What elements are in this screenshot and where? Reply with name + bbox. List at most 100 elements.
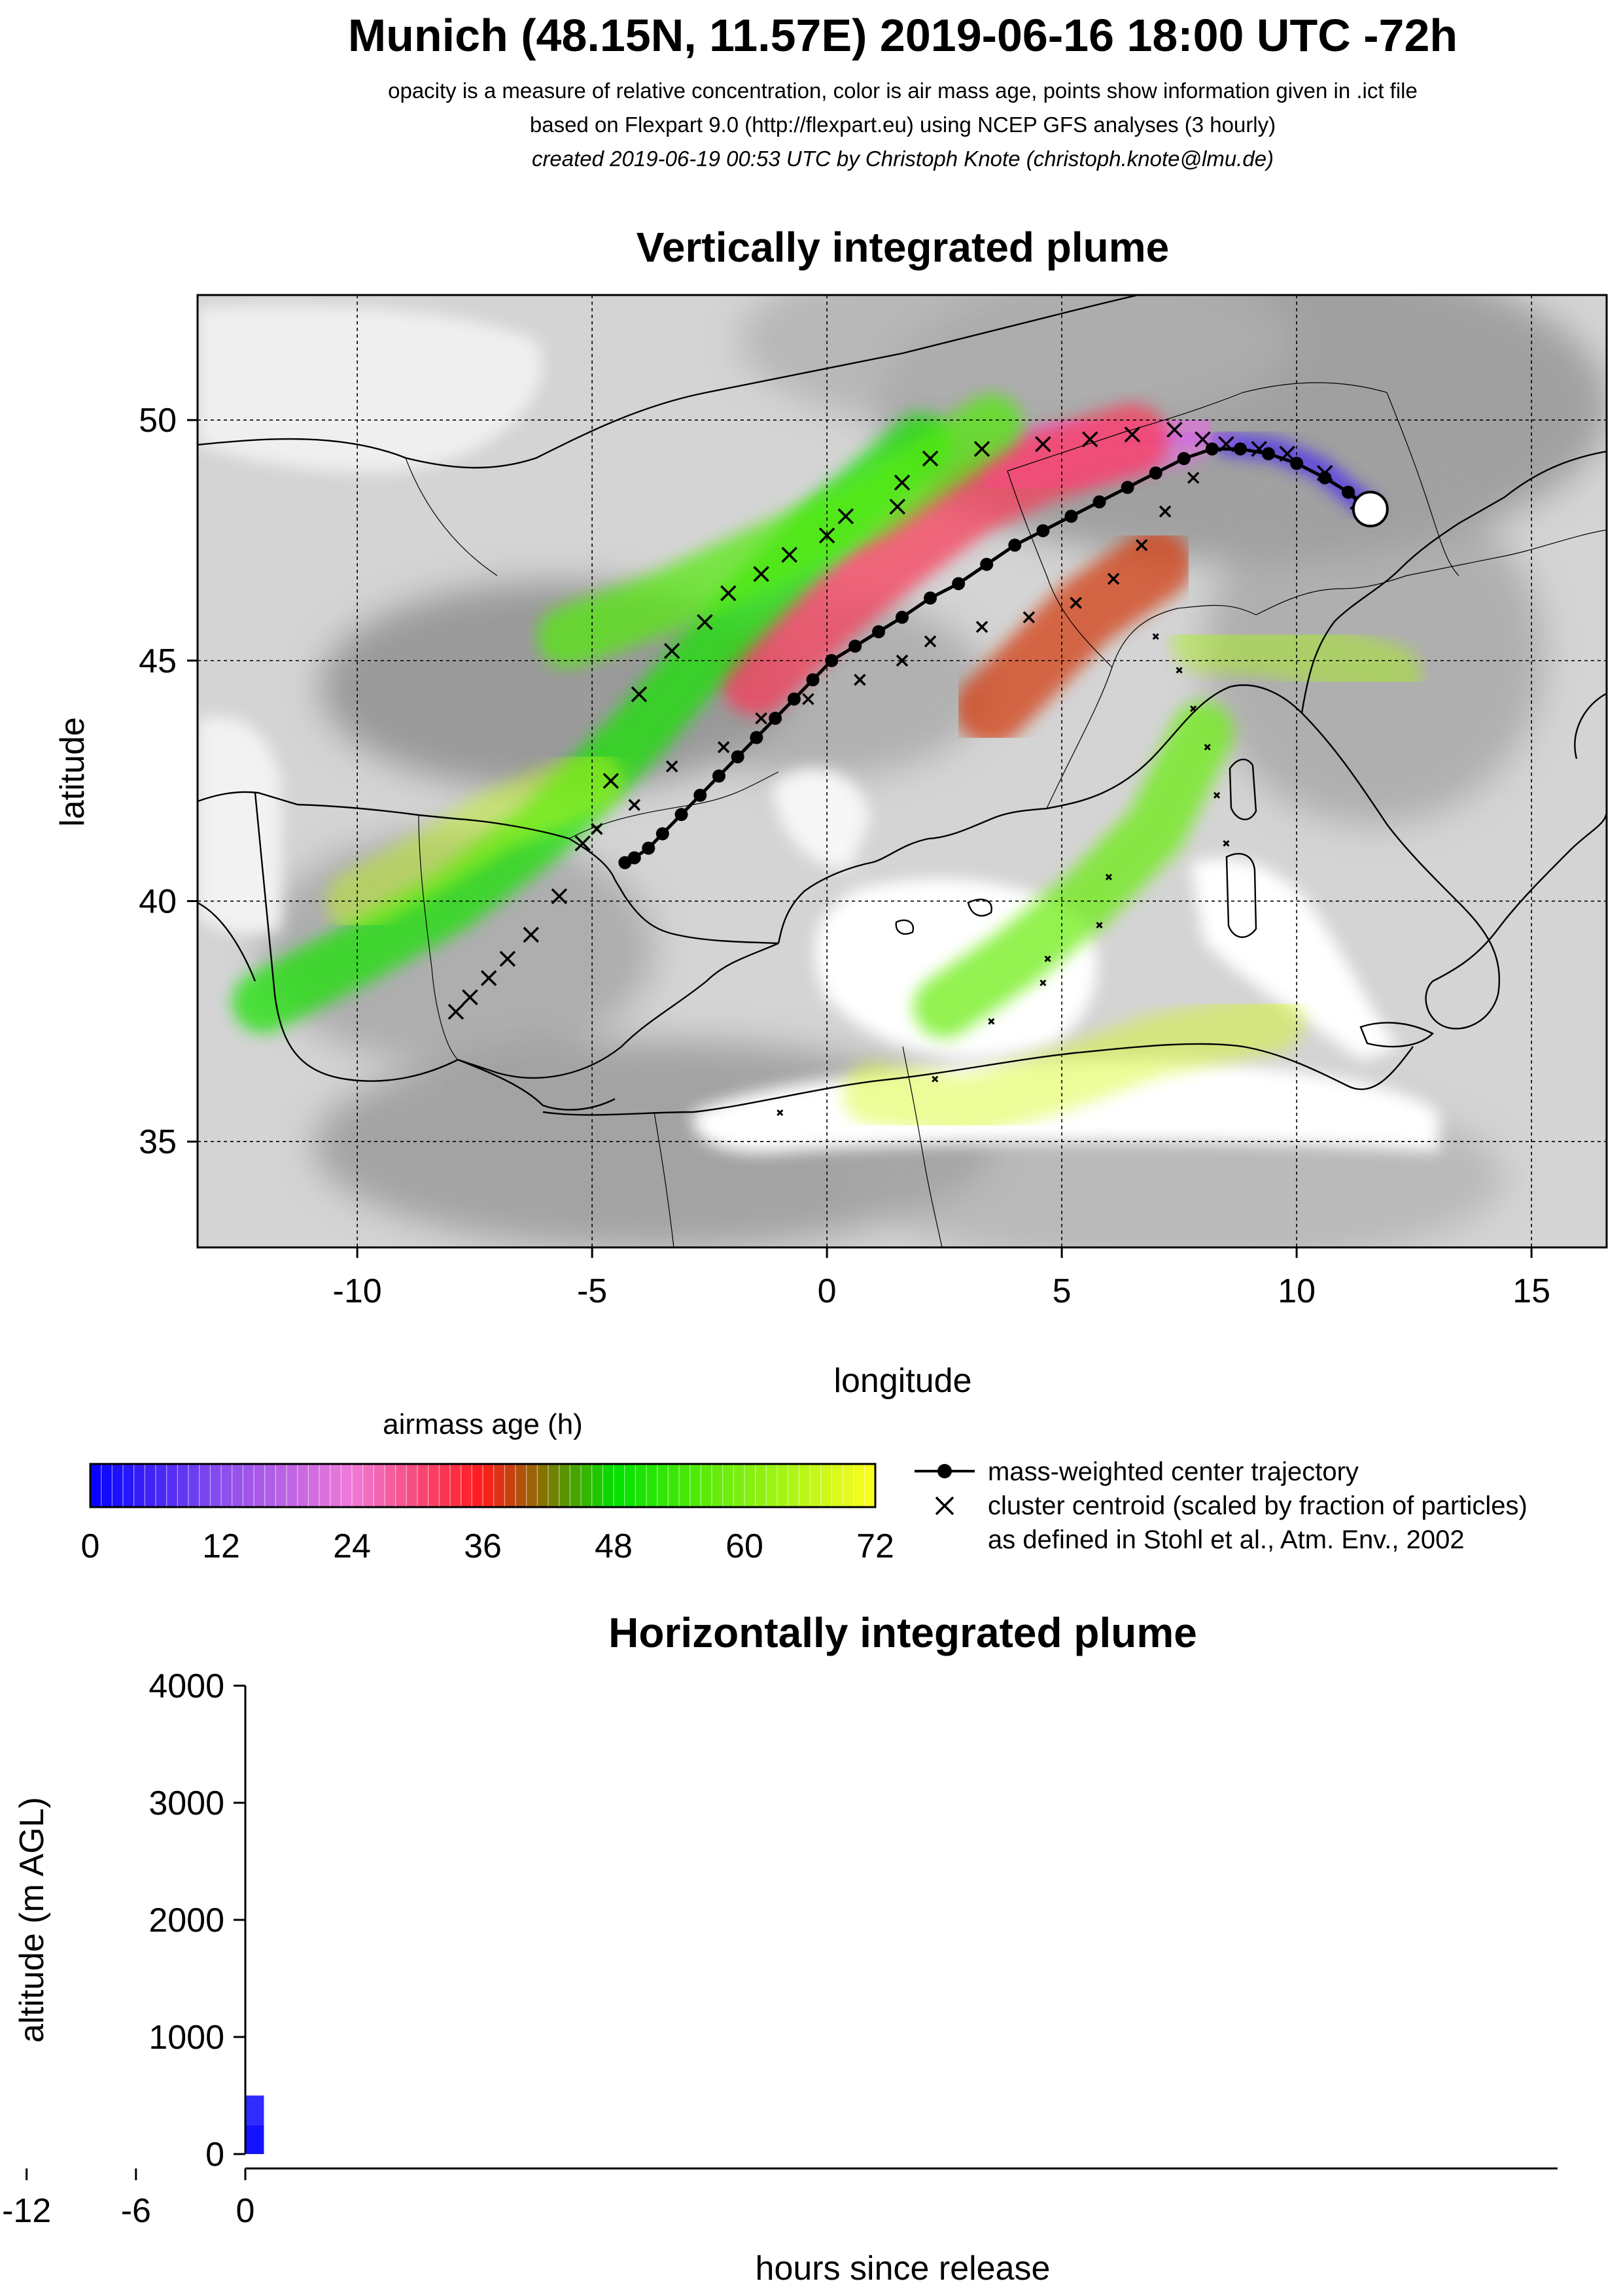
cluster-centroid-cross [602,773,620,789]
colorbar-segment [733,1464,745,1507]
cluster-centroid-cross [1190,705,1197,712]
map-x-tick-label: 0 [818,1272,837,1310]
colorbar-segment [689,1464,701,1507]
cluster-centroid-cross [975,621,988,633]
cluster-centroid-cross [1213,791,1221,799]
cluster-centroid-cross [717,740,730,754]
colorbar-segment [864,1464,876,1507]
cluster-centroid-cross [1223,840,1230,847]
colorbar-segment [439,1464,451,1507]
colorbar-axis: 0 12 24 36 48 60 72 [81,1527,894,1565]
cluster-centroid-cross [1081,431,1098,447]
trajectory-point [924,591,937,605]
map-gridlines [198,295,1607,1247]
cluster-centroid-cross [1316,464,1333,481]
colorbar-segment [166,1464,178,1507]
colorbar-segment [362,1464,374,1507]
plume-band [326,750,623,933]
map-x-tick-label: 15 [1512,1272,1550,1310]
trajectory-point [1121,481,1134,495]
colorbar-segment [221,1464,233,1507]
colorbar-segment [722,1464,734,1507]
altitude-cell [0,2037,9,2096]
plume-band [537,394,1022,668]
map-x-axis: -10 -5 0 5 10 15 [333,1247,1550,1310]
trajectory-point [674,808,688,822]
subtitle-line-2: based on Flexpart 9.0 (http://flexpart.e… [530,113,1276,137]
map-frame [196,294,1608,1249]
cluster-centroid-cross [523,926,540,943]
altitude-cell [99,2096,118,2125]
cluster-centroid-cross [988,1018,995,1025]
plume-band [1172,610,1422,706]
colorbar-segment [199,1464,211,1507]
altitude-centroid-cross [131,2044,141,2054]
plume-band [720,403,1168,716]
altitude-centroid-cross [149,2055,160,2066]
map-x-tick-label: 5 [1053,1272,1072,1310]
release-point-marker [1352,491,1389,528]
trajectory-point [980,557,994,571]
cluster-centroid-cross [1166,421,1183,438]
subtitle-line-1: opacity is a measure of relative concent… [388,78,1418,103]
altitude-trajectory-point [130,2036,143,2049]
colorbar-title: airmass age (h) [383,1408,583,1440]
legend: mass-weighted center trajectory cluster … [915,1457,1527,1554]
altitude-cell [99,1979,118,2038]
altitude-cell [81,1979,99,2038]
altitude-cell [118,2037,136,2096]
cluster-centroid-cross [1105,873,1112,880]
cluster-centroid-cross [1135,539,1148,551]
altitude-y-tick-label: 2000 [148,1902,224,1939]
trajectory-point [1064,510,1078,523]
altitude-title: Horizontally integrated plume [608,1609,1197,1656]
altitude-x-label: hours since release [756,2250,1051,2287]
colorbar-segment [657,1464,669,1507]
trajectory-point [1149,466,1162,480]
map-x-tick-label: 10 [1278,1272,1316,1310]
colorbar-segment [493,1464,505,1507]
altitude-centroid-cross [167,2064,178,2075]
altitude-cell [27,2037,45,2096]
map-y-tick-label: 40 [139,883,177,921]
cluster-centroid-cross [781,546,797,563]
colorbar-segment [112,1464,124,1507]
altitude-cell [154,2096,173,2125]
colorbar-segment [264,1464,276,1507]
colorbar-frame [89,1463,877,1508]
altitude-centroid-cross [76,1991,86,2001]
colorbar-segment [701,1464,712,1507]
colorbar-segment [406,1464,418,1507]
cluster-centroid-cross [628,799,640,811]
altitude-cell [118,1920,136,1979]
colorbar-segment [297,1464,309,1507]
altitude-cell [154,2125,173,2154]
colorbar-segment [581,1464,593,1507]
altitude-trajectory-point [75,2021,88,2034]
cluster-centroid-cross [1251,441,1267,457]
cluster-centroid-cross [894,474,911,491]
trajectory-point [655,827,669,841]
trajectory-point [618,856,632,869]
map-y-tick-label: 50 [139,402,177,440]
altitude-centroid-cross [3,1974,14,1984]
cluster-centroid-cross [591,823,603,835]
trajectory-point [1177,452,1191,466]
altitude-cell [118,2125,136,2154]
altitude-cell [63,2037,81,2096]
cluster-centroid-cross [551,888,568,905]
subtitle-line-3: created 2019-06-19 00:53 UTC by Christop… [532,147,1274,171]
cluster-centroid-cross [924,635,937,648]
trajectory-point [1262,447,1276,461]
cluster-centroid-cross [818,527,835,544]
country-borders [405,382,1607,1247]
cluster-centroid-cross [1218,436,1234,453]
colorbar-segment [188,1464,200,1507]
cluster-centroid-cross [665,760,678,773]
colorbar-segment [210,1464,222,1507]
trajectory-point [712,769,725,783]
altitude-trajectory-point [184,2066,197,2079]
colorbar-segment [156,1464,167,1507]
altitude-cell [245,2095,264,2125]
cluster-centroid-cross [837,508,854,525]
